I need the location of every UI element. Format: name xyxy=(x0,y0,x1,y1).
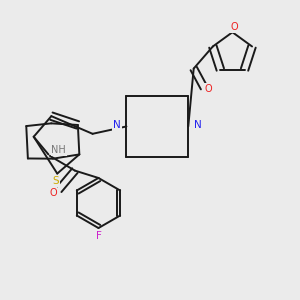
Text: N: N xyxy=(113,120,121,130)
Text: O: O xyxy=(205,84,212,94)
Text: O: O xyxy=(49,188,57,198)
Text: F: F xyxy=(95,231,101,241)
Text: NH: NH xyxy=(51,145,66,155)
Text: S: S xyxy=(52,176,59,186)
Text: O: O xyxy=(230,22,238,32)
Text: N: N xyxy=(194,120,202,130)
